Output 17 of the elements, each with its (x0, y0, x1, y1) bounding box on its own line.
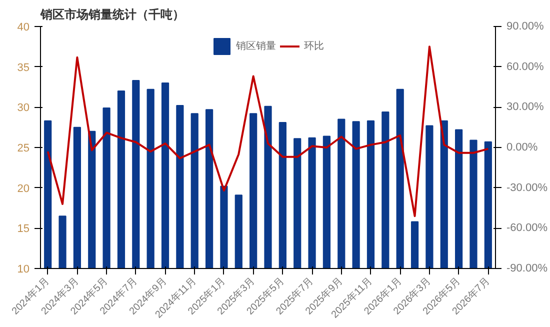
y2-tick-label: -90.00% (506, 262, 548, 274)
y2-tick-label: 90.00% (506, 20, 544, 32)
y-tick-label: 15 (17, 223, 30, 236)
y-tick-label: 40 (17, 22, 30, 34)
chart-title: 销区市场销量统计（千吨） (40, 8, 184, 22)
y2-tick-label: 0.00% (506, 142, 538, 154)
y-tick-label: 35 (17, 62, 30, 74)
y-tick-label: 20 (17, 182, 30, 195)
y-tick-label: 10 (17, 264, 30, 276)
y2-tick-label: -60.00% (506, 222, 548, 234)
y2-tick-label: 30.00% (506, 101, 544, 114)
legend-label: 环比 (304, 40, 324, 53)
legend-label: 销区销量 (236, 40, 276, 53)
y-tick-label: 30 (17, 102, 30, 114)
y2-tick-label: -30.00% (506, 182, 548, 194)
y2-tick-label: 60.00% (506, 60, 544, 73)
y-tick-label: 25 (17, 142, 30, 154)
